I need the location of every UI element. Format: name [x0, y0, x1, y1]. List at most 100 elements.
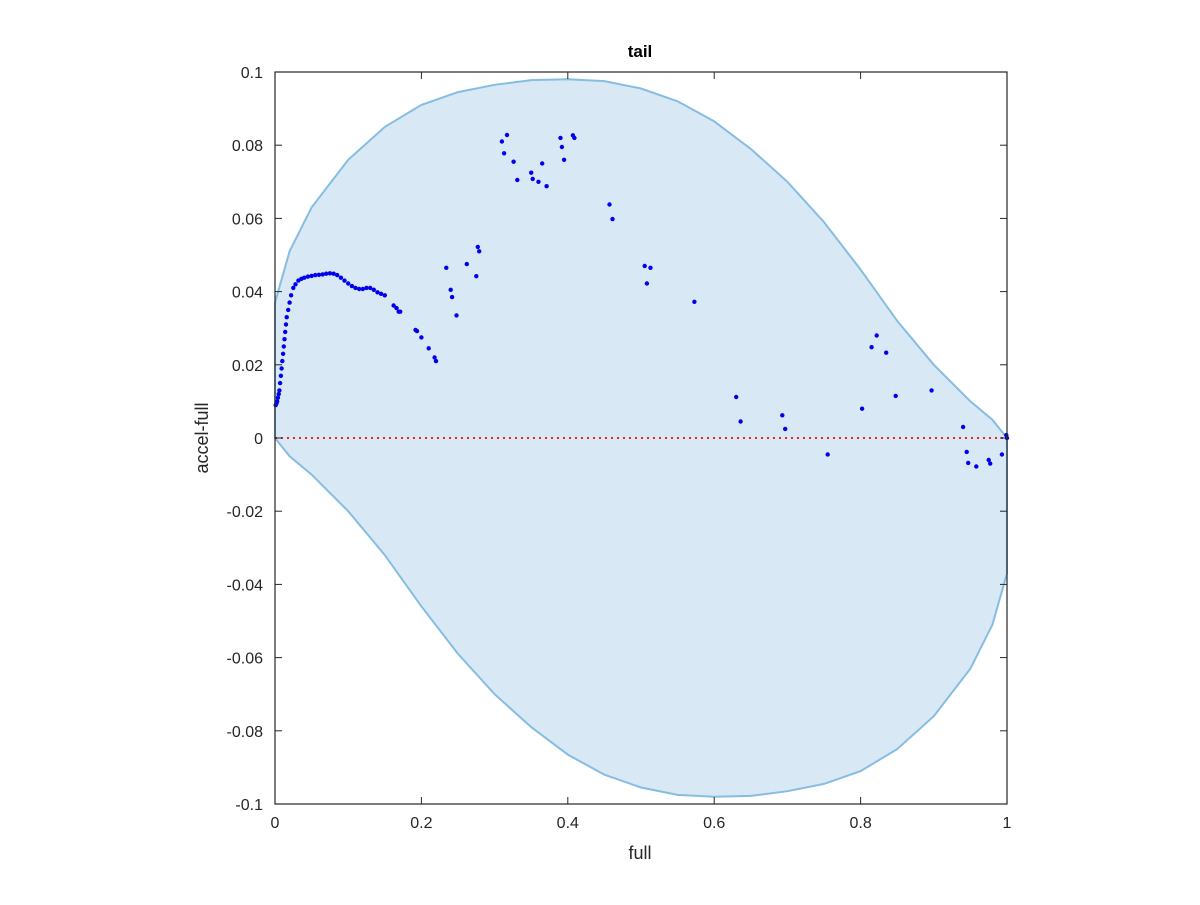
data-point — [540, 161, 545, 166]
data-point — [529, 170, 534, 175]
y-tick-label: -0.02 — [227, 504, 264, 521]
data-point — [313, 272, 318, 278]
data-point — [874, 333, 879, 338]
data-point — [320, 272, 325, 277]
data-point — [280, 358, 285, 364]
data-point — [607, 202, 612, 207]
data-point — [648, 265, 653, 270]
data-point — [281, 344, 286, 349]
data-point — [974, 464, 979, 469]
data-point — [501, 151, 507, 156]
data-point — [893, 393, 898, 399]
data-point — [282, 337, 287, 342]
data-point — [284, 315, 289, 320]
data-point — [360, 286, 365, 292]
data-point — [783, 426, 788, 432]
points-layer — [273, 132, 1010, 469]
data-point — [477, 249, 482, 254]
data-point — [572, 135, 577, 141]
data-point — [309, 273, 314, 279]
data-point — [398, 309, 403, 314]
y-tick-label: -0.08 — [227, 724, 264, 741]
data-point — [504, 132, 510, 138]
data-point — [474, 274, 479, 279]
data-point — [734, 394, 739, 400]
x-axis-label: full — [628, 843, 651, 863]
data-point — [375, 290, 380, 295]
data-point — [561, 157, 567, 162]
data-point — [394, 305, 399, 311]
data-point — [327, 271, 333, 276]
y-tick-label: 0.1 — [241, 65, 263, 82]
y-tick-label: 0.06 — [232, 211, 263, 228]
data-point — [475, 244, 480, 250]
data-point — [644, 281, 650, 286]
y-tick-label: -0.04 — [227, 577, 264, 594]
data-point — [692, 299, 697, 304]
data-point — [291, 285, 296, 291]
data-point — [859, 406, 865, 411]
y-tick-label: 0.04 — [232, 285, 263, 302]
data-point — [780, 413, 785, 418]
data-point — [280, 351, 286, 356]
data-point — [353, 285, 358, 291]
y-axis-label: accel-full — [192, 402, 212, 473]
data-point — [515, 177, 520, 183]
data-point — [738, 419, 743, 424]
y-tick-label: 0 — [254, 431, 263, 448]
data-point — [988, 461, 993, 466]
data-point — [964, 449, 969, 455]
data-point — [324, 271, 329, 276]
data-point — [275, 399, 280, 404]
data-point — [642, 263, 647, 269]
x-tick-label: 0.4 — [557, 815, 579, 832]
data-point — [368, 285, 373, 291]
data-point — [433, 358, 439, 364]
data-point — [338, 275, 344, 280]
data-point — [305, 274, 311, 279]
data-point — [610, 216, 615, 222]
data-point — [286, 307, 291, 313]
data-point — [346, 281, 351, 286]
data-point — [349, 283, 355, 289]
data-point — [536, 179, 541, 184]
y-tick-label: 0.08 — [232, 138, 263, 155]
y-tick-label: -0.06 — [227, 651, 264, 668]
data-point — [277, 380, 283, 386]
data-point — [511, 159, 516, 164]
data-point — [825, 452, 830, 457]
data-point — [414, 328, 420, 334]
data-point — [432, 355, 437, 360]
x-tick-label: 1 — [1003, 815, 1012, 832]
data-point — [287, 300, 292, 305]
x-tick-label: 0.6 — [703, 815, 725, 832]
data-point — [302, 275, 307, 280]
x-tick-label: 0.2 — [410, 815, 432, 832]
data-point — [278, 373, 284, 378]
data-point — [558, 135, 563, 141]
data-point — [530, 176, 535, 182]
data-point — [293, 282, 298, 287]
data-point — [464, 261, 469, 267]
data-point — [316, 272, 322, 277]
data-point — [275, 395, 281, 400]
data-point — [283, 322, 289, 327]
x-tick-label: 0 — [271, 815, 280, 832]
data-point — [283, 329, 288, 335]
data-point — [419, 335, 424, 340]
data-point — [391, 303, 396, 308]
data-point — [454, 313, 459, 318]
chart-title: tail — [628, 42, 653, 61]
data-point — [559, 144, 565, 150]
data-point — [869, 345, 874, 350]
data-point — [999, 452, 1005, 457]
data-point — [884, 350, 889, 355]
data-point — [335, 272, 340, 278]
data-point — [986, 457, 991, 463]
ticks-layer: 0 0.2 0.4 0.6 0.8 1 -0.1 -0.08 -0.06 -0.04 -0.02 0 0… — [227, 65, 1012, 832]
y-tick-label: -0.1 — [235, 797, 263, 814]
data-point — [276, 391, 281, 397]
data-point — [444, 265, 449, 270]
data-point — [277, 388, 282, 393]
